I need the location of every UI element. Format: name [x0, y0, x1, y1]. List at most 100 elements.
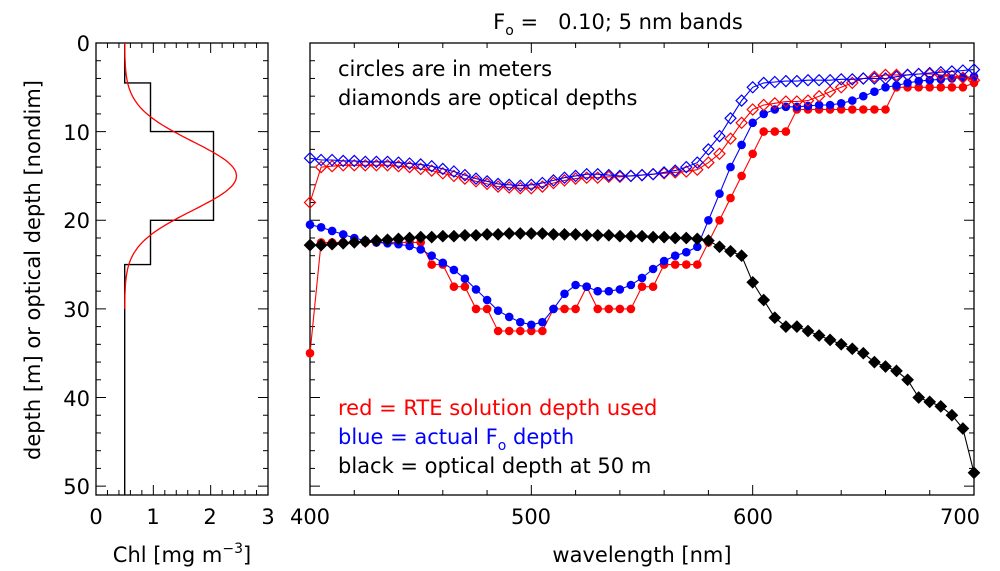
red-circles-point	[693, 260, 702, 269]
black-diamonds-point	[967, 466, 981, 480]
y-tick-10: 10	[63, 121, 90, 145]
blue-circles-point	[482, 295, 492, 305]
red-circles-point	[637, 282, 647, 292]
red-diamonds-point	[801, 94, 815, 107]
blue-circles-point	[560, 289, 569, 299]
blue-circles-point	[471, 285, 481, 294]
blue-circles-point	[814, 100, 824, 110]
black-diamonds-point	[779, 320, 793, 333]
blue-diamonds-point	[403, 157, 416, 170]
y-tick-30: 30	[63, 298, 90, 322]
red-diamonds-point	[668, 166, 682, 179]
red-circles-point	[715, 216, 724, 225]
red-circles-point	[914, 83, 923, 92]
black-diamonds-point	[845, 342, 859, 356]
blue-circles-point	[870, 87, 879, 96]
y-tick-50: 50	[63, 475, 90, 499]
red-diamonds-point	[823, 85, 837, 99]
red-diamonds-point	[934, 68, 948, 82]
blue-circles-point	[305, 220, 315, 229]
black-diamonds-point	[447, 229, 461, 243]
blue-diamonds-point	[513, 179, 527, 193]
blue-diamonds-point	[690, 156, 704, 169]
red-diamonds-point	[713, 147, 726, 161]
blue-diamonds-point	[945, 65, 959, 78]
red-circles-point	[881, 105, 890, 114]
black-diamonds-point	[945, 408, 959, 422]
blue-diamonds-point	[325, 153, 339, 167]
black-diamonds-point	[458, 228, 472, 242]
blue-diamonds-point	[923, 66, 937, 80]
chl-ticks	[95, 42, 269, 495]
black-diamonds-point	[735, 249, 748, 263]
red-circles-point	[571, 304, 580, 314]
black-diamonds-point	[823, 333, 837, 347]
blue-circles-point	[338, 230, 348, 239]
red-diamonds-point	[491, 180, 505, 193]
blue-circles-point	[759, 109, 768, 119]
black-diamonds-point	[890, 364, 903, 378]
blue-diamonds-point	[868, 72, 881, 85]
blue-circles-point	[836, 99, 846, 108]
black-diamonds-point	[679, 231, 693, 245]
blue-circles-point	[416, 245, 426, 254]
red-circles-point	[593, 304, 602, 314]
blue-diamonds-line	[309, 69, 975, 187]
blue-diamonds-point	[812, 73, 826, 87]
red-circles-point	[482, 304, 492, 314]
red-diamonds-point	[890, 68, 903, 82]
blue-diamonds-point	[779, 74, 793, 88]
red-circles-point	[936, 83, 946, 92]
blue-diamonds-point	[414, 158, 428, 171]
black-diamonds-point	[635, 229, 649, 243]
chl-gaussian-profile	[124, 42, 238, 309]
blue-circles-point	[659, 256, 669, 266]
red-circles-point	[969, 78, 979, 88]
chl-series	[123, 42, 238, 495]
blue-circles-point	[914, 76, 923, 86]
blue-diamonds-point	[624, 169, 638, 183]
black-diamonds-point	[668, 231, 682, 245]
chl-x-tick-3: 3	[261, 505, 274, 529]
blue-diamonds-point	[823, 73, 837, 87]
red-diamonds-point	[812, 89, 826, 103]
black-diamonds-point	[901, 373, 914, 387]
black-diamonds-point	[358, 235, 372, 248]
red-diamonds-point	[724, 132, 737, 146]
black-diamonds-point	[702, 234, 715, 247]
blue-diamonds-point	[735, 94, 748, 107]
blue-circles-point	[438, 258, 448, 268]
black-diamonds-point	[436, 229, 450, 243]
blue-circles-point	[748, 118, 757, 128]
black-diamonds-point	[547, 228, 560, 241]
blue-diamonds-point	[934, 65, 948, 79]
blue-circles-point	[848, 96, 857, 105]
black-diamonds-point	[303, 238, 317, 252]
black-diamonds-point	[934, 400, 948, 413]
blue-circles-point	[460, 274, 470, 284]
blue-circles-point	[637, 273, 647, 283]
black-diamonds-point	[923, 395, 937, 409]
red-circles-point	[947, 83, 957, 92]
series-black-diamonds	[303, 227, 981, 480]
red-diamonds-point	[746, 103, 760, 116]
y-axis-label: depth [m] or optical depth [nondim]	[21, 80, 45, 460]
blue-diamonds-point	[801, 73, 815, 87]
legend-blue: blue = actual Fo depth	[338, 425, 574, 454]
red-diamonds-point	[690, 163, 704, 177]
blue-diamonds-point	[856, 72, 870, 85]
y-tick-20: 20	[63, 209, 90, 233]
blue-circles-point	[670, 251, 680, 260]
series-blue-diamonds	[303, 63, 981, 193]
blue-circles-point	[571, 280, 580, 290]
black-diamonds-point	[956, 422, 970, 435]
red-diamonds-point	[513, 181, 527, 195]
red-diamonds-point	[757, 98, 771, 112]
red-diamonds-point	[768, 96, 782, 110]
blue-diamonds-point	[336, 154, 350, 168]
blue-circles-point	[516, 317, 525, 327]
blue-circles-point	[825, 100, 835, 110]
red-circles-point	[604, 304, 614, 314]
black-diamonds-point	[834, 337, 848, 351]
